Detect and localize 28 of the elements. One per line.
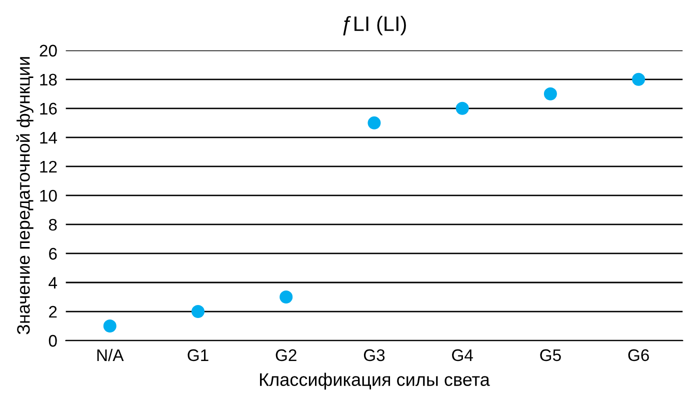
y-tick-label: 6 — [49, 248, 57, 260]
x-tick-label: G4 — [452, 349, 473, 362]
x-axis-title: Классификация силы света — [260, 372, 490, 390]
y-tick-label: 0 — [48, 334, 57, 347]
y-tick-label: 20 — [40, 44, 57, 57]
y-tick-label: 14 — [40, 132, 58, 144]
point — [191, 305, 205, 318]
point — [456, 102, 469, 115]
point — [544, 87, 557, 100]
x-tick-label: G5 — [540, 349, 561, 362]
y-tick-label: 10 — [40, 190, 57, 202]
x-tick-label: N/A — [97, 348, 124, 362]
x-tick-label: G2 — [276, 349, 296, 362]
chart-title: ƒLI (LI) — [343, 16, 406, 36]
y-axis-title: Значение передаточной функции — [16, 57, 34, 334]
point — [280, 290, 293, 304]
point — [632, 72, 646, 86]
y-tick-label: 4 — [48, 277, 58, 289]
point — [368, 116, 381, 130]
x-tick-label: G3 — [364, 349, 385, 362]
point — [103, 320, 116, 333]
y-tick-label: 8 — [48, 218, 57, 231]
x-tick-label: G1 — [188, 349, 208, 362]
y-tick-label: 12 — [40, 160, 57, 172]
y-tick-label: 2 — [49, 306, 57, 318]
x-tick-label: G6 — [628, 349, 649, 362]
y-tick-label: 18 — [40, 74, 57, 86]
y-tick-label: 16 — [40, 102, 57, 115]
